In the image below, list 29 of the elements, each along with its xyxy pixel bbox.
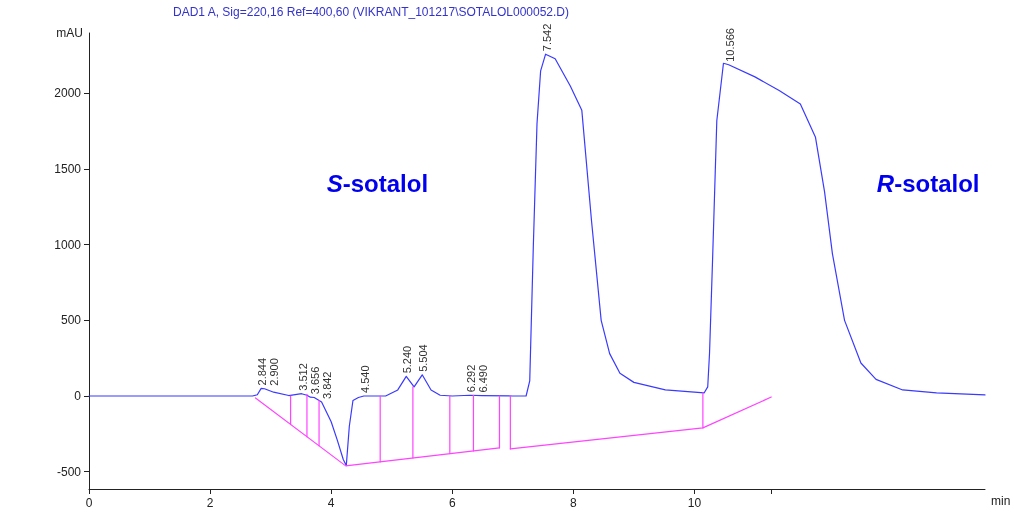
x-tick-label: 4: [327, 496, 335, 510]
y-tick-label: 0: [74, 388, 82, 403]
annotation: 3.656: [308, 366, 321, 395]
chart-subtitle: DAD1 A, Sig=220,16 Ref=400,60 (VIKRANT_101217\SOTALOL000052.D): [173, 5, 570, 19]
x-tick-label: 2: [206, 496, 214, 510]
y-tick-label: 1500: [54, 162, 82, 177]
annotation: R-sotalol: [876, 170, 980, 198]
y-tick-label: -500: [56, 464, 82, 479]
annotation: 7.542: [540, 23, 553, 52]
y-tick-label: 1000: [54, 237, 82, 252]
annotation: 3.842: [320, 371, 333, 400]
annotation: 3.512: [296, 363, 309, 391]
x-tick-label: 8: [569, 496, 577, 510]
x-tick-label: 0: [85, 496, 93, 510]
annotation: S-sotalol: [326, 170, 429, 198]
annotation: 2.900: [268, 358, 281, 386]
annotation: 5.504: [417, 344, 430, 372]
y-axis-title: mAU: [56, 26, 83, 40]
annotation: 2.844: [256, 357, 269, 386]
annotation: 5.240: [401, 345, 414, 374]
y-tick-label: 500: [60, 313, 82, 328]
x-axis-title: min: [991, 494, 1011, 508]
x-tick-label: 10: [687, 496, 702, 510]
y-tick-label: 2000: [54, 86, 82, 101]
annotation: 6.490: [476, 365, 489, 393]
annotation: 10.566: [723, 28, 736, 62]
x-tick-label: 6: [448, 496, 456, 510]
annotation: 4.540: [358, 365, 371, 393]
annotation: 6.292: [464, 364, 477, 393]
